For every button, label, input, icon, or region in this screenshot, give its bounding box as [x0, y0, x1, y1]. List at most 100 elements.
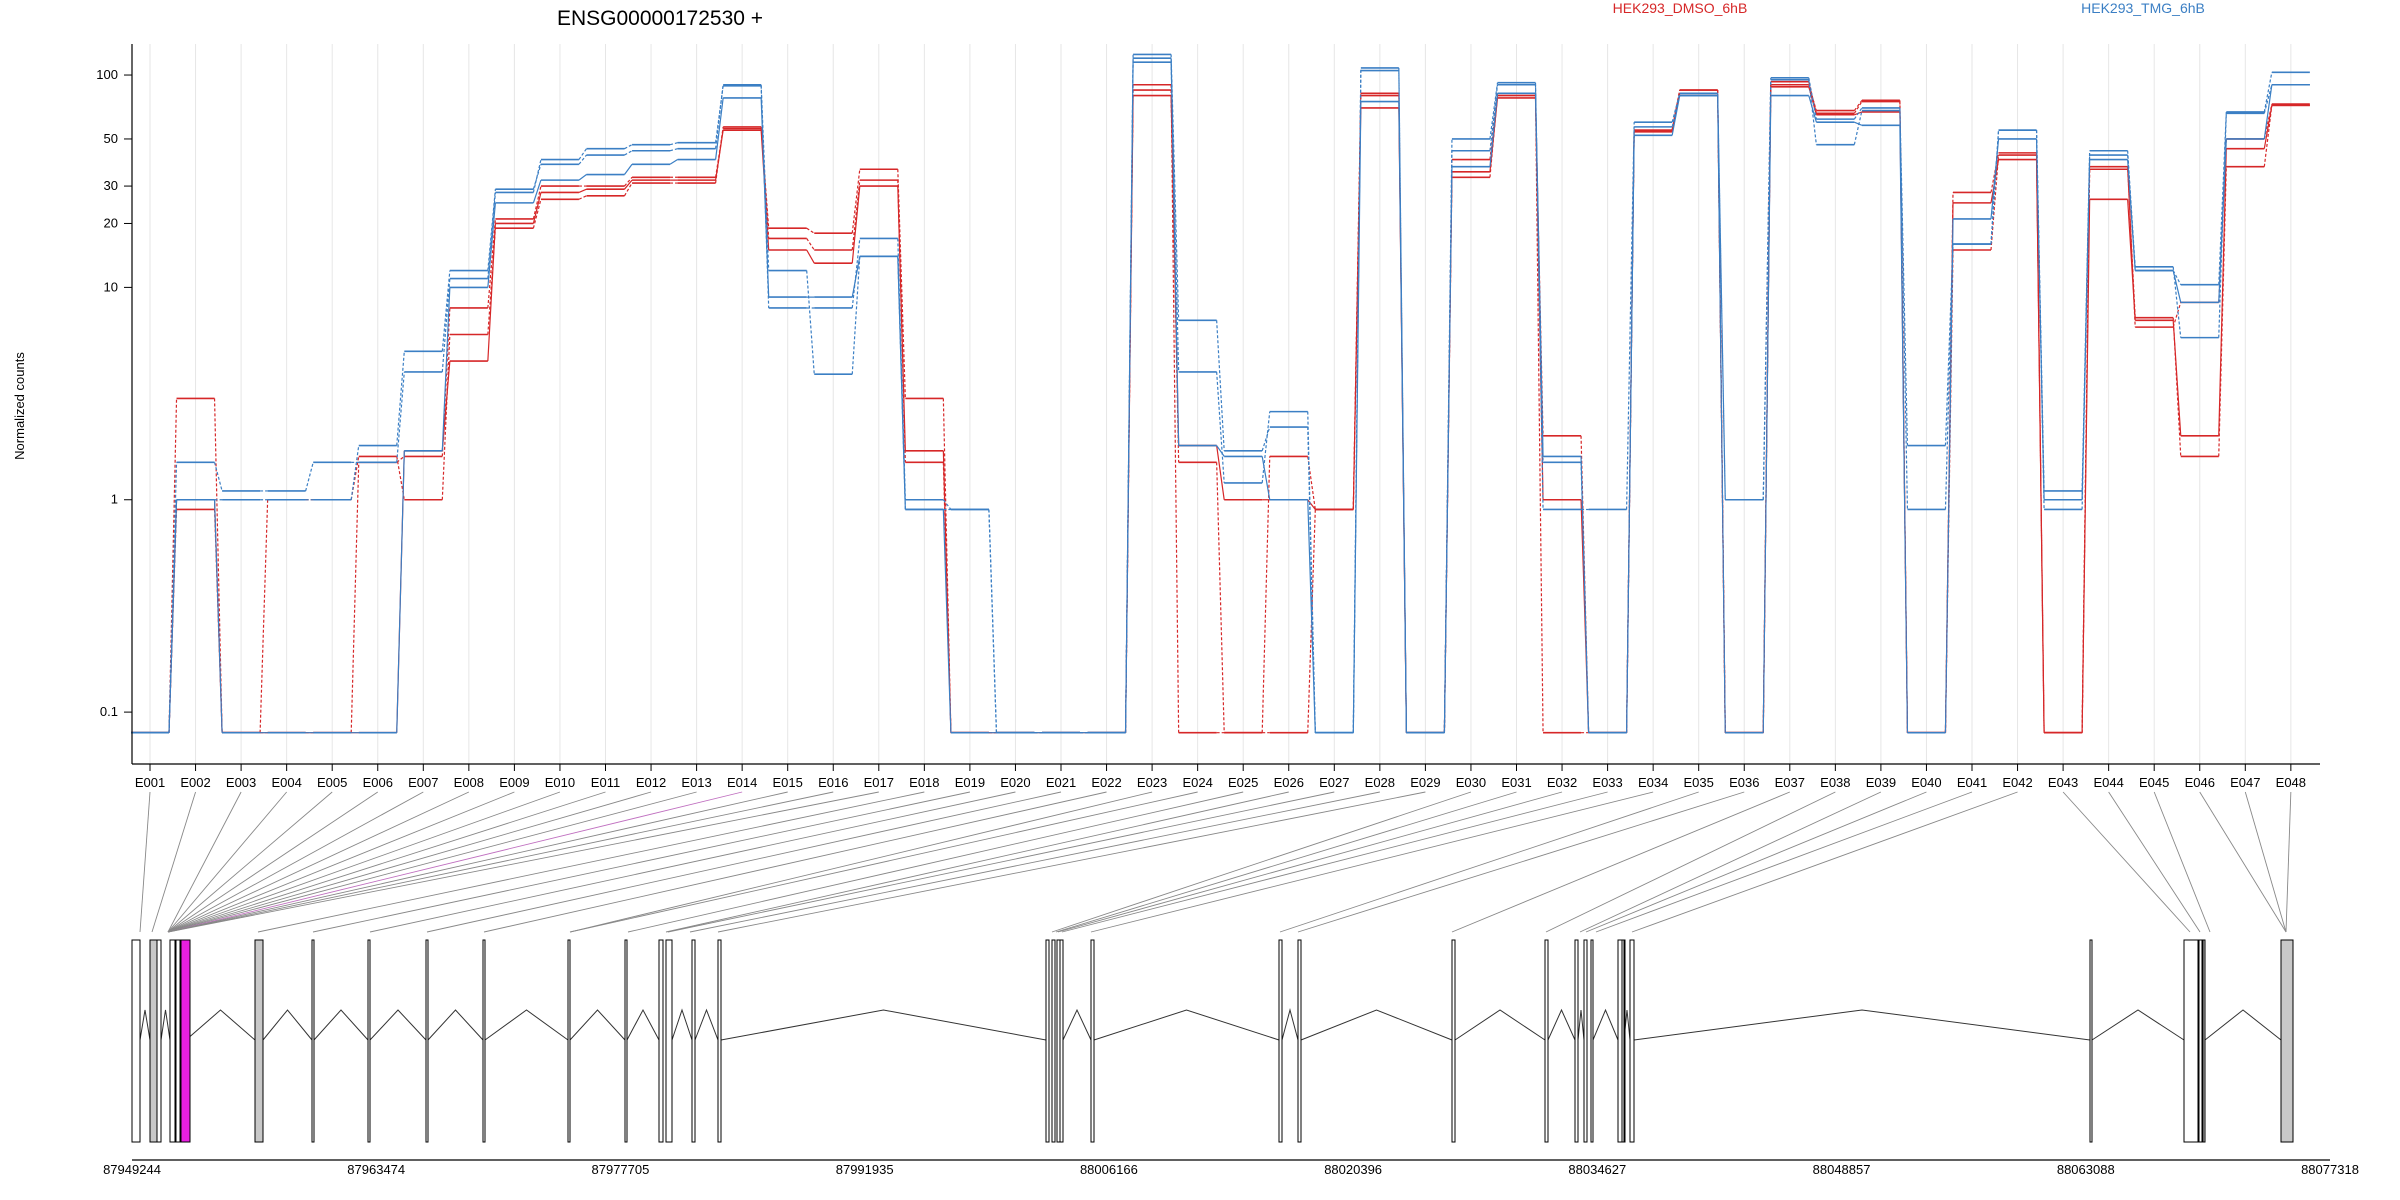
exon-block [1297, 939, 1302, 1143]
x-tick-label: E042 [2002, 775, 2032, 790]
x-tick-label: E023 [1137, 775, 1167, 790]
exon-block [665, 939, 673, 1143]
connector-line [167, 791, 788, 933]
intron-line [626, 1008, 660, 1041]
x-tick-label: E041 [1957, 775, 1987, 790]
exon-block [2202, 939, 2206, 1143]
x-tick-label: E010 [545, 775, 575, 790]
y-tick-label: 30 [104, 178, 118, 193]
connector-line [167, 791, 424, 933]
connector-line [167, 791, 470, 933]
exon-block [311, 939, 315, 1143]
intron-line [313, 1009, 369, 1041]
connector-line [167, 791, 652, 933]
connector-line [167, 791, 378, 933]
exon-block [175, 939, 181, 1143]
exon-block [691, 939, 696, 1143]
coordinate-label: 88006166 [1080, 1162, 1138, 1177]
x-tick-label: E018 [909, 775, 939, 790]
coordinate-label: 88077318 [2301, 1162, 2359, 1177]
x-tick-label: E047 [2230, 775, 2260, 790]
series-line [131, 83, 2310, 734]
exon-block [2198, 939, 2203, 1143]
x-tick-label: E043 [2048, 775, 2078, 790]
connector-line [151, 791, 196, 933]
exon-block [567, 939, 571, 1143]
x-tick-label: E003 [226, 775, 256, 790]
exon-block [425, 939, 429, 1143]
exon-block [1090, 939, 1095, 1143]
exon-block [1574, 939, 1579, 1143]
exon-block [367, 939, 371, 1143]
x-tick-label: E039 [1866, 775, 1896, 790]
x-tick-label: E017 [864, 775, 894, 790]
y-tick-label: 100 [96, 67, 118, 82]
coordinate-label: 88063088 [2057, 1162, 2115, 1177]
x-tick-label: E021 [1046, 775, 1076, 790]
y-axis-label: Normalized counts [12, 352, 27, 460]
intron-line [1633, 1009, 2091, 1041]
intron-line [427, 1009, 484, 1041]
x-tick-label: E044 [2093, 775, 2123, 790]
exon-block [1544, 939, 1549, 1143]
exon-block [1059, 939, 1064, 1143]
connector-line [665, 791, 1289, 933]
connector-line [1579, 791, 1882, 933]
x-tick-label: E020 [1000, 775, 1030, 790]
highlighted-exon [180, 939, 191, 1143]
x-tick-label: E035 [1684, 775, 1714, 790]
x-tick-label: E031 [1501, 775, 1531, 790]
y-tick-label: 0.1 [100, 704, 118, 719]
x-tick-label: E007 [408, 775, 438, 790]
vertical-gridlines [149, 44, 2292, 764]
x-tick-label: E025 [1228, 775, 1258, 790]
exon-block [658, 939, 664, 1143]
chart-title: ENSG00000172530 + [557, 7, 763, 30]
x-tick-label: E045 [2139, 775, 2169, 790]
connector-line [167, 791, 834, 933]
intron-line [1093, 1009, 1280, 1041]
x-tick-label: E028 [1365, 775, 1395, 790]
gene-model-track [131, 939, 2294, 1143]
exon-block [131, 939, 141, 1143]
exon-block [1278, 939, 1283, 1143]
series-connector [168, 62, 2273, 734]
connector-line [167, 791, 743, 933]
intron-line [1454, 1009, 1546, 1041]
x-axis-ticks: E001 E002 E003 E004 E005 E006 E007 E008 E009 E010… [135, 764, 2306, 790]
connector-line [2244, 791, 2287, 933]
legend-tmg: HEK293_TMG_6hB [2081, 0, 2205, 16]
intron-line [1577, 1009, 1585, 1041]
x-tick-label: E006 [363, 775, 393, 790]
x-tick-label: E029 [1410, 775, 1440, 790]
connector-line [1297, 791, 1745, 933]
x-tick-label: E036 [1729, 775, 1759, 790]
intron-line [2091, 1009, 2185, 1041]
exon-block [156, 939, 162, 1143]
connector-line [1090, 791, 1654, 933]
series-connector [168, 84, 2273, 734]
x-tick-label: E013 [681, 775, 711, 790]
connector-line [2285, 791, 2292, 933]
connector-line [369, 791, 1016, 933]
series-line [131, 80, 2310, 734]
connector-line [717, 791, 1426, 933]
connector-line [1631, 791, 2018, 933]
connector-line [426, 791, 1062, 933]
x-tick-label: E004 [271, 775, 301, 790]
x-tick-label: E014 [727, 775, 757, 790]
intron-line [1300, 1009, 1453, 1041]
exon-block [1051, 939, 1056, 1143]
series-connector [168, 54, 2273, 734]
connector-line [167, 791, 697, 933]
coordinate-label: 88020396 [1324, 1162, 1382, 1177]
connector-line [1051, 791, 1472, 933]
x-tick-label: E037 [1775, 775, 1805, 790]
exon-block [717, 939, 722, 1143]
x-tick-label: E040 [1911, 775, 1941, 790]
connector-line [1585, 791, 1927, 933]
intron-line [1281, 1008, 1299, 1041]
intron-line [569, 1009, 626, 1041]
connector-line [667, 791, 1335, 933]
